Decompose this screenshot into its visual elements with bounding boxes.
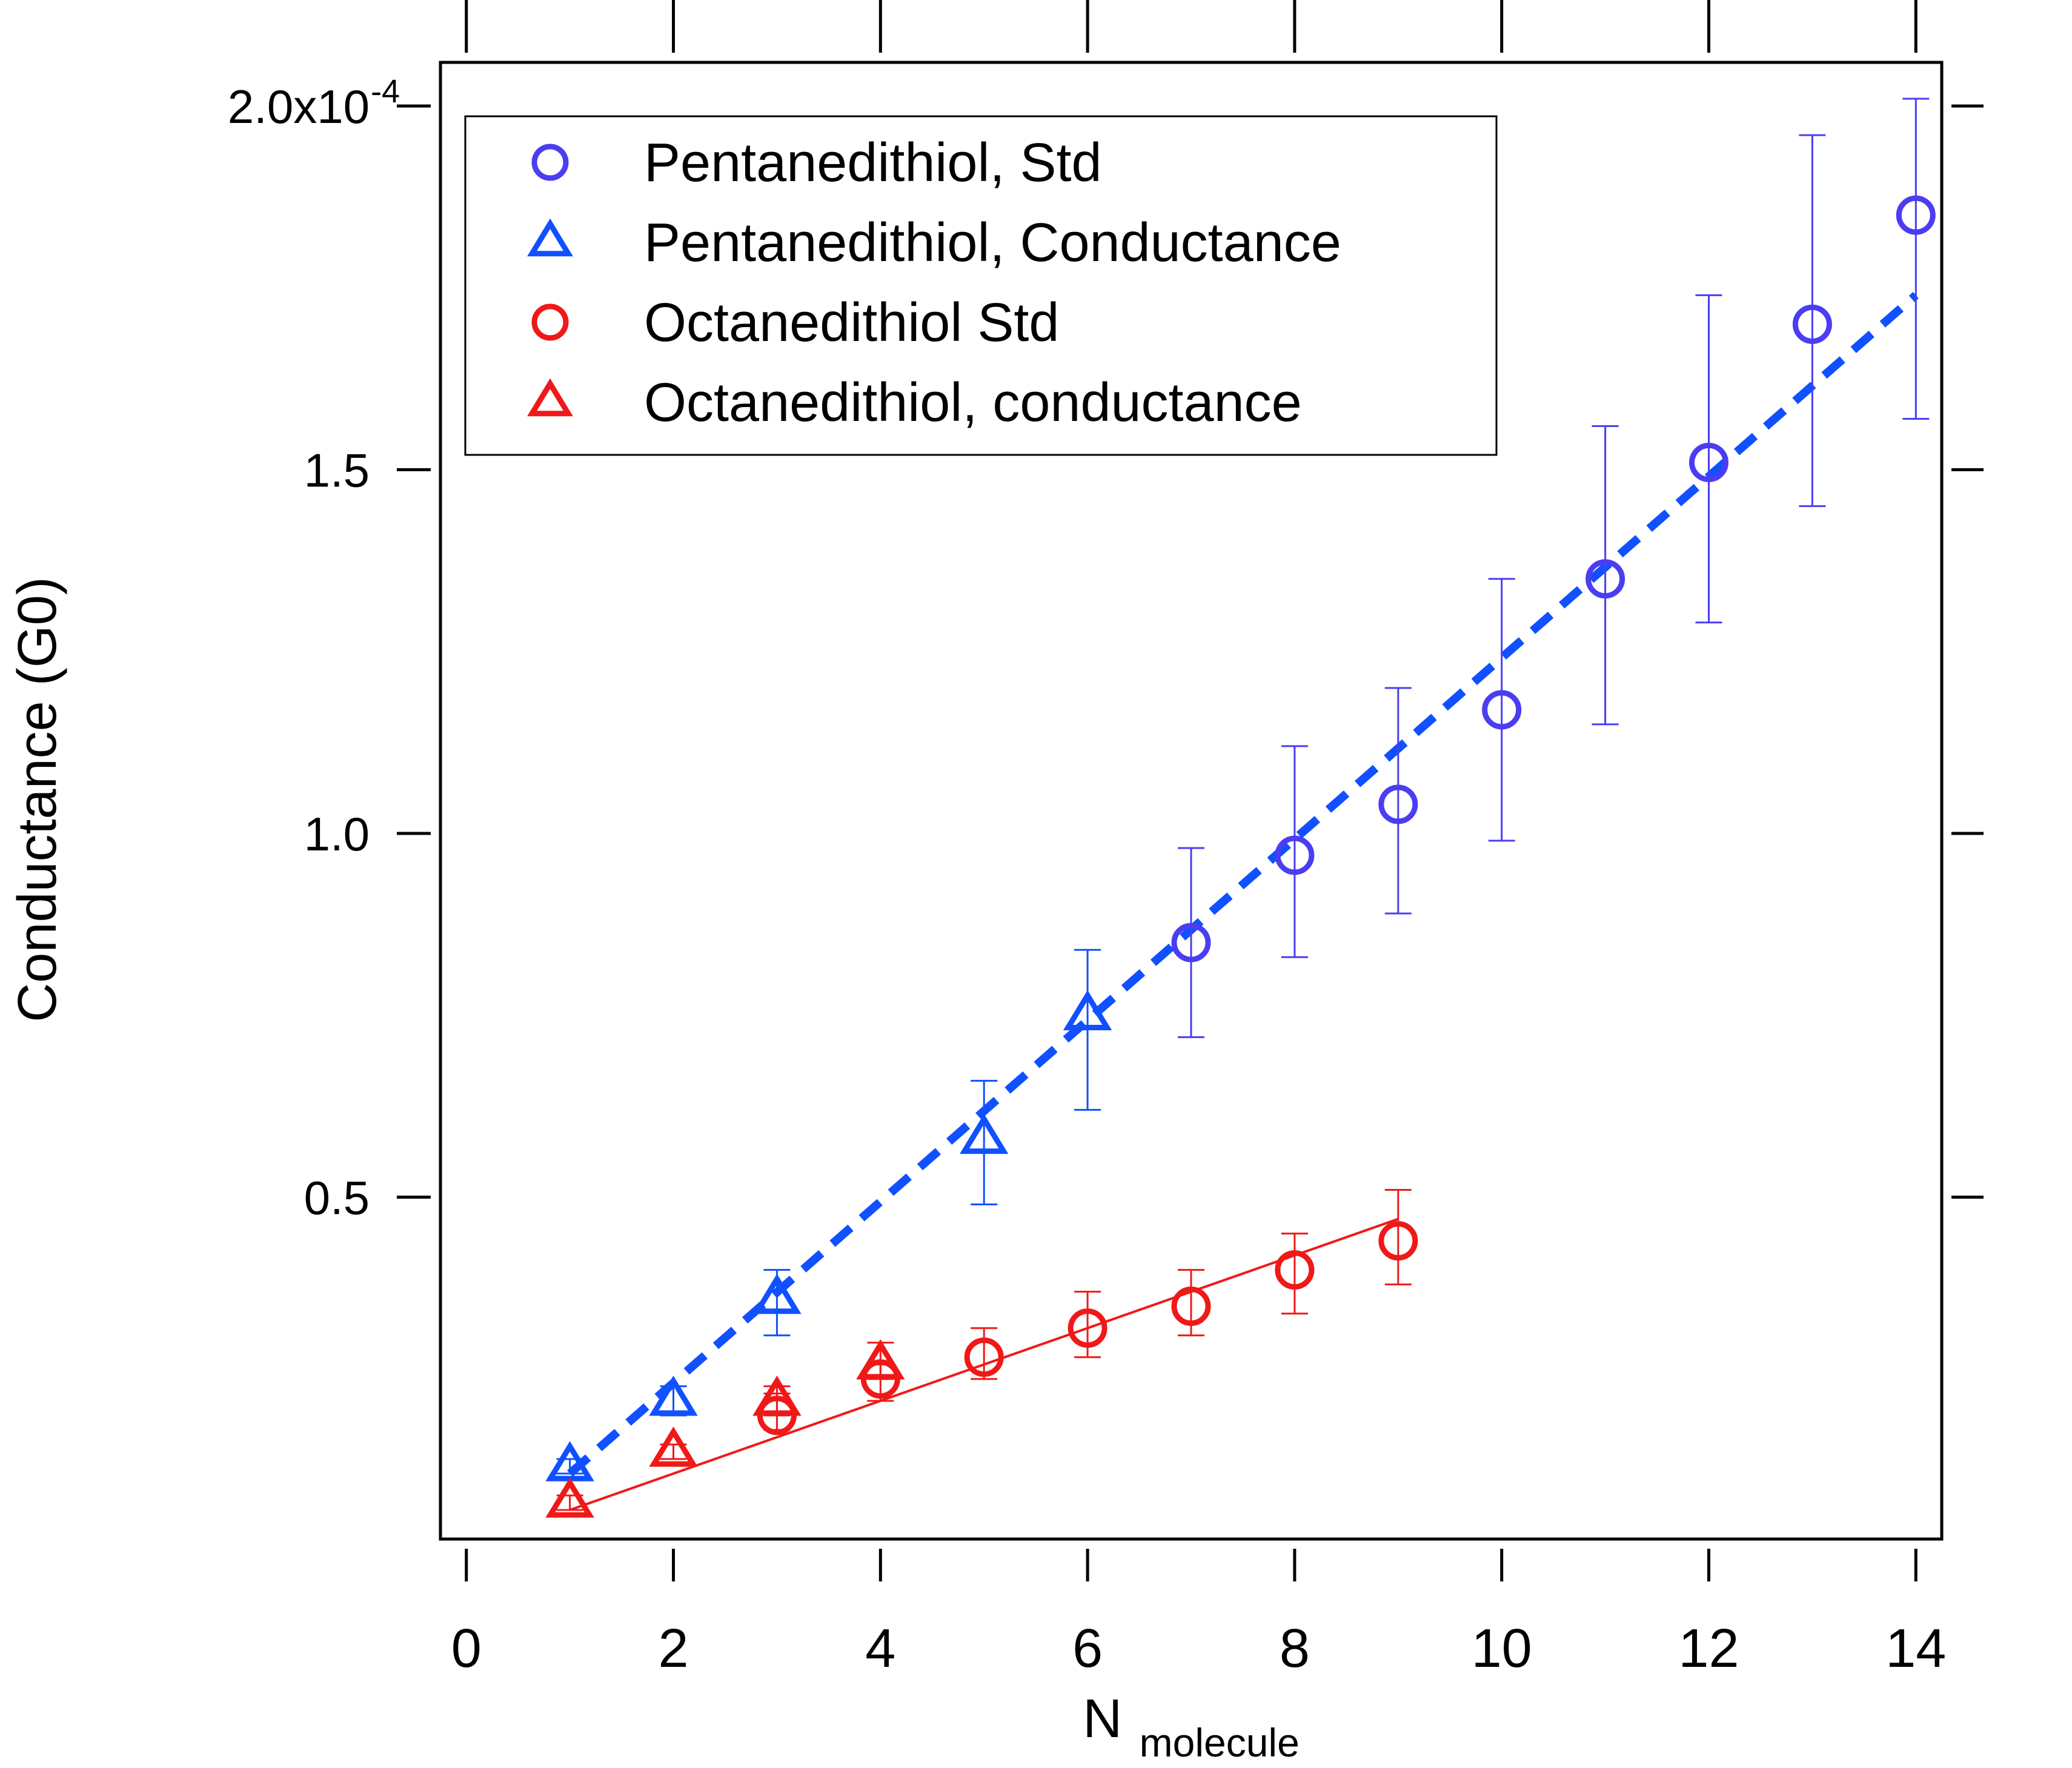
data-point-triangle <box>752 1274 802 1314</box>
legend-marker <box>531 144 569 181</box>
data-point-triangle <box>1063 990 1112 1031</box>
legend: Pentanedithiol, Std Pentanedithiol, Condu… <box>464 115 1498 456</box>
data-point-triangle <box>545 1477 594 1518</box>
x-axis-label-main: N <box>1083 1689 1122 1749</box>
data-point-triangle <box>752 1376 802 1416</box>
y-tick-label: 1.0 <box>304 807 370 861</box>
data-point-circle <box>1171 1286 1211 1326</box>
data-point-circle <box>1275 1250 1315 1290</box>
x-tick-label: 6 <box>1072 1618 1103 1679</box>
data-point-circle <box>1792 304 1832 344</box>
x-tick-label: 12 <box>1678 1618 1739 1679</box>
legend-label: Pentanedithiol, Std <box>644 133 1102 193</box>
x-tick-label: 0 <box>451 1618 482 1679</box>
y-tick-label: 2.0x10 <box>228 80 370 133</box>
legend-label: Octanedithiol Std <box>644 293 1059 353</box>
data-point-triangle <box>856 1339 905 1380</box>
legend-marker <box>527 218 573 257</box>
x-tick-label: 10 <box>1472 1618 1532 1679</box>
legend-marker <box>531 303 569 341</box>
x-axis-label-subscript: molecule <box>1140 1720 1300 1765</box>
data-point-circle <box>1171 922 1211 962</box>
y-exponent-label: -4 <box>371 73 400 110</box>
x-tick-label: 8 <box>1280 1618 1310 1679</box>
legend-marker <box>527 378 573 417</box>
data-point-circle <box>964 1337 1004 1377</box>
fit-line <box>567 292 1919 1477</box>
data-point-triangle <box>960 1113 1009 1154</box>
legend-label: Pentanedithiol, Conductance <box>644 213 1341 273</box>
data-point-circle <box>1482 690 1522 730</box>
data-point-circle <box>1068 1308 1107 1348</box>
data-point-triangle <box>649 1376 698 1416</box>
data-point-triangle <box>649 1426 698 1467</box>
data-point-circle <box>1586 559 1625 599</box>
x-tick-label: 14 <box>1885 1618 1946 1679</box>
data-markers <box>545 195 1936 1518</box>
x-axis-label: N molecule <box>1083 1689 1300 1765</box>
legend-box <box>464 115 1498 456</box>
data-point-circle <box>1896 195 1936 235</box>
plot-frame <box>439 61 1944 1541</box>
y-tick-label: 0.5 <box>304 1171 370 1225</box>
data-point-circle <box>1688 443 1728 483</box>
data-point-circle <box>1378 1221 1418 1261</box>
legend-label: Octanedithiol, conductance <box>644 372 1302 433</box>
y-tick-label: 1.5 <box>304 444 370 497</box>
x-tick-label: 4 <box>865 1618 895 1679</box>
axes: 0 2 4 6 8 10 12 14 0.5 1.0 1.5 2.0x10 -4 <box>228 0 1984 1679</box>
data-point-circle <box>1275 835 1315 875</box>
data-point-circle <box>1378 784 1418 824</box>
y-axis-label: Conductance (G0) <box>7 577 68 1022</box>
x-tick-label: 2 <box>658 1618 688 1679</box>
